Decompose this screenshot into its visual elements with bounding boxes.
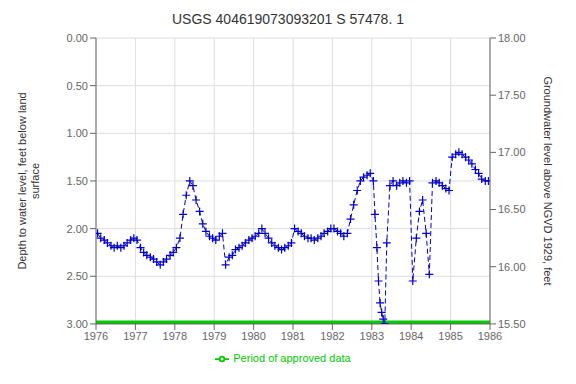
svg-text:0.50: 0.50 xyxy=(67,80,88,92)
html-text:USGS 404619073093201 S 57478.: USGS 404619073093201 S 57478. 1 xyxy=(172,11,404,27)
svg-text:1.00: 1.00 xyxy=(67,127,88,139)
svg-text:1986: 1986 xyxy=(478,330,502,342)
svg-text:2.00: 2.00 xyxy=(67,223,88,235)
svg-text:16.00: 16.00 xyxy=(498,261,526,273)
svg-text:1978: 1978 xyxy=(163,330,187,342)
svg-text:1976: 1976 xyxy=(84,330,108,342)
svg-text:17.50: 17.50 xyxy=(498,89,526,101)
svg-text:1977: 1977 xyxy=(123,330,147,342)
svg-text:17.00: 17.00 xyxy=(498,146,526,158)
svg-text:2.50: 2.50 xyxy=(67,270,88,282)
svg-text:1.50: 1.50 xyxy=(67,175,88,187)
svg-text:1982: 1982 xyxy=(320,330,344,342)
svg-text:1985: 1985 xyxy=(438,330,462,342)
svg-text:15.50: 15.50 xyxy=(498,318,526,330)
html-text:Period of approved data: Period of approved data xyxy=(233,351,351,364)
svg-text:Depth to water level, feet bel: Depth to water level, feet below landsur… xyxy=(16,92,41,269)
svg-text:Groundwater level above NGVD 1: Groundwater level above NGVD 1929, feet xyxy=(542,76,554,285)
svg-text:3.00: 3.00 xyxy=(67,318,88,330)
svg-text:1984: 1984 xyxy=(399,330,423,342)
svg-text:1980: 1980 xyxy=(241,330,265,342)
svg-text:18.00: 18.00 xyxy=(498,32,526,44)
svg-text:0.00: 0.00 xyxy=(67,32,88,44)
svg-text:16.50: 16.50 xyxy=(498,203,526,215)
svg-text:1983: 1983 xyxy=(360,330,384,342)
svg-text:1981: 1981 xyxy=(281,330,305,342)
svg-text:1979: 1979 xyxy=(202,330,226,342)
